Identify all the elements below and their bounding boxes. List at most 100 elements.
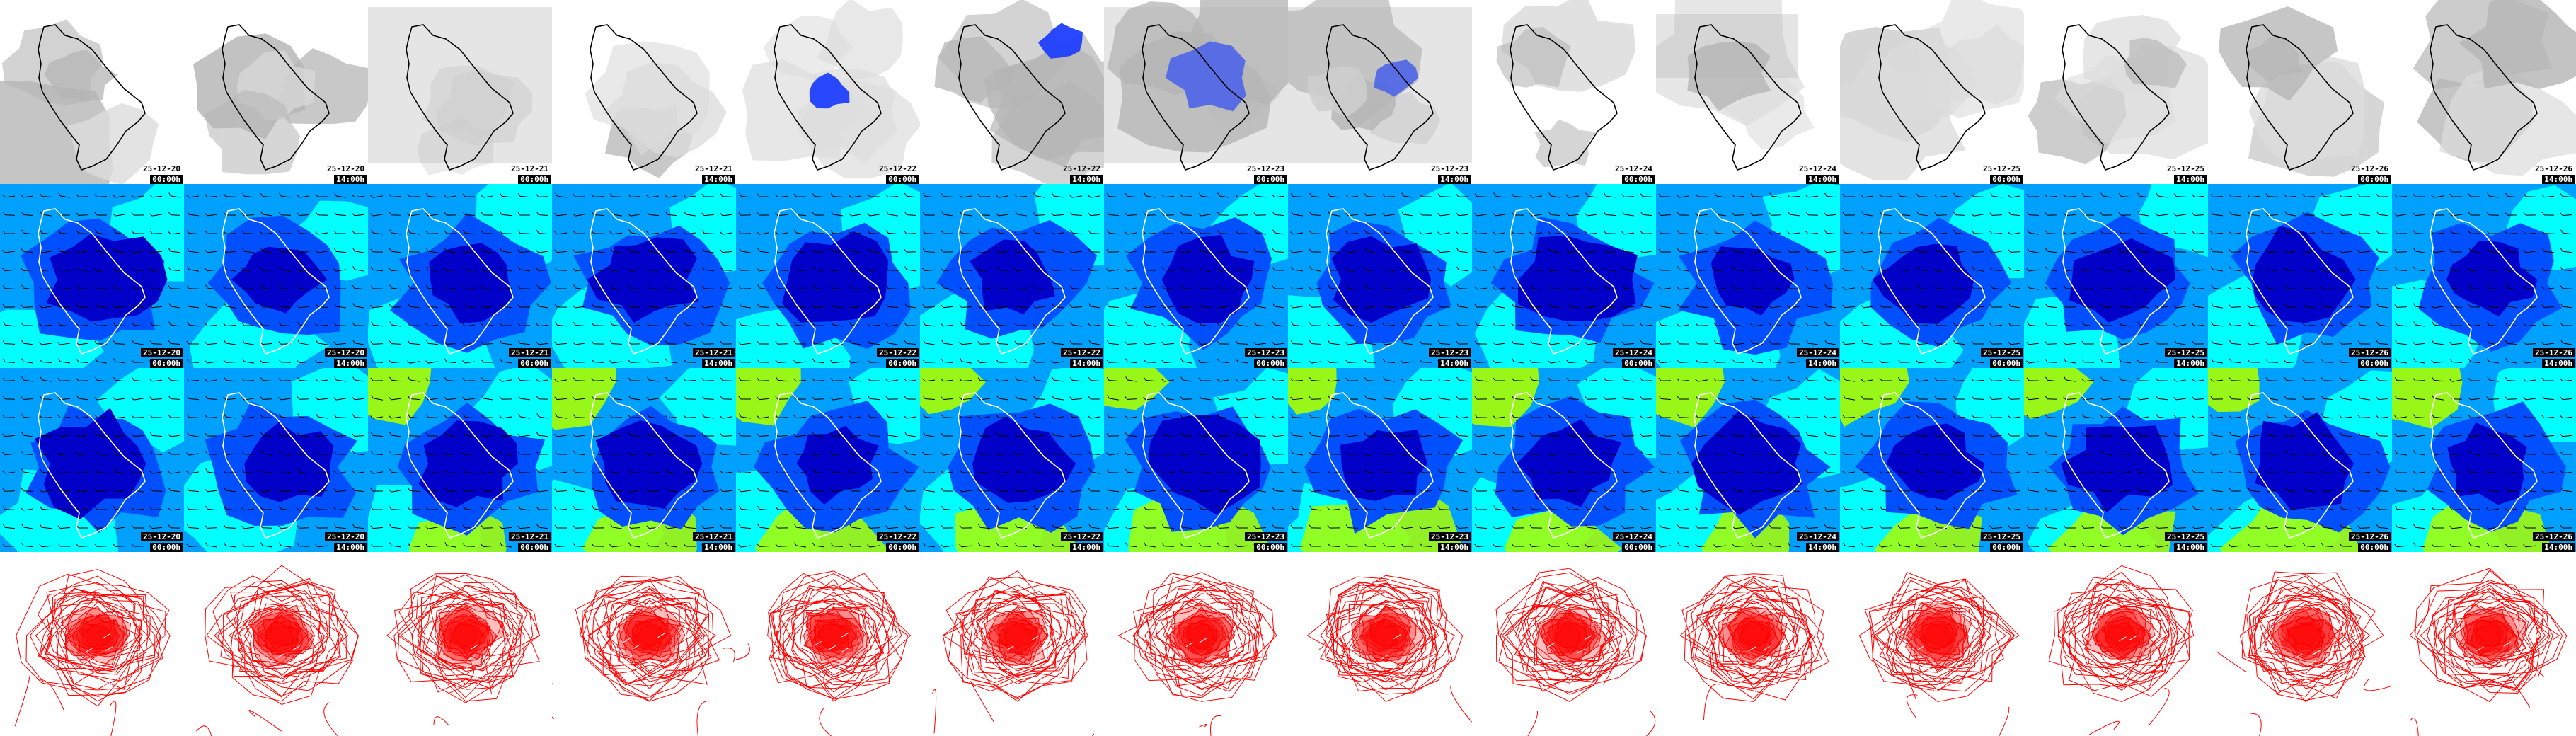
map-cell-wind-a-3: 25-12-21 14:00h (552, 184, 736, 368)
timestamp-date: 25-12-20 (141, 532, 183, 541)
timestamp-date: 25-12-20 (143, 164, 180, 173)
wind-b-map (2208, 368, 2392, 552)
timestamp-hour: 14:00h (702, 175, 735, 184)
timestamp-hour: 14:00h (334, 359, 367, 368)
contours-map (184, 552, 368, 736)
map-cell-contours-9 (1656, 552, 1840, 736)
map-cell-wind-b-1: 25-12-20 14:00h (184, 368, 368, 552)
timestamp-hour: 00:00h (1254, 175, 1287, 184)
timestamp-date: 25-12-21 (509, 532, 551, 541)
map-cell-contours-10 (1840, 552, 2024, 736)
wind-b-map (368, 368, 552, 552)
timestamp-hour: 00:00h (150, 359, 183, 368)
timestamp-date: 25-12-20 (325, 348, 367, 357)
timestamp-hour: 14:00h (2542, 175, 2575, 184)
timestamp-hour: 00:00h (2358, 359, 2391, 368)
map-cell-wind-a-12: 25-12-26 00:00h (2208, 184, 2392, 368)
wind-a-map (736, 184, 920, 368)
timestamp-date: 25-12-21 (693, 348, 735, 357)
precip-map (2392, 0, 2576, 184)
precip-map (368, 0, 552, 184)
timestamp-date: 25-12-23 (1431, 164, 1468, 173)
wind-a-map (184, 184, 368, 368)
map-cell-wind-a-1: 25-12-20 14:00h (184, 184, 368, 368)
map-cell-contours-7 (1288, 552, 1472, 736)
map-cell-precip-7: 25-12-23 14:00h (1288, 0, 1472, 184)
timestamp-date: 25-12-23 (1245, 348, 1287, 357)
contours-map (1288, 552, 1472, 736)
map-cell-precip-10: 25-12-25 00:00h (1840, 0, 2024, 184)
timestamp-hour: 00:00h (518, 175, 551, 184)
wind-a-map (0, 184, 184, 368)
timestamp-date: 25-12-23 (1429, 348, 1471, 357)
map-cell-wind-b-9: 25-12-24 14:00h (1656, 368, 1840, 552)
timestamp-date: 25-12-22 (1063, 164, 1100, 173)
timestamp-date: 25-12-25 (1983, 164, 2020, 173)
wind-b-map (736, 368, 920, 552)
map-cell-wind-a-0: 25-12-20 00:00h (0, 184, 184, 368)
timestamp-hour: 14:00h (2542, 359, 2575, 368)
timestamp-date: 25-12-25 (1981, 532, 2023, 541)
contours-map (736, 552, 920, 736)
timestamp-date: 25-12-25 (1981, 348, 2023, 357)
wind-b-map (1288, 368, 1472, 552)
map-cell-precip-4: 25-12-22 00:00h (736, 0, 920, 184)
map-cell-wind-b-4: 25-12-22 00:00h (736, 368, 920, 552)
precip-map (2024, 0, 2208, 184)
map-cell-contours-0 (0, 552, 184, 736)
wind-b-map (184, 368, 368, 552)
timestamp-date: 25-12-26 (2535, 164, 2572, 173)
wind-a-map (552, 184, 736, 368)
timestamp-hour: 00:00h (886, 359, 919, 368)
map-cell-precip-12: 25-12-26 00:00h (2208, 0, 2392, 184)
timestamp-hour: 14:00h (1806, 175, 1839, 184)
map-cell-wind-b-12: 25-12-26 00:00h (2208, 368, 2392, 552)
map-cell-precip-3: 25-12-21 14:00h (552, 0, 736, 184)
contours-map (1472, 552, 1656, 736)
timestamp-date: 25-12-26 (2349, 532, 2391, 541)
map-cell-wind-a-2: 25-12-21 00:00h (368, 184, 552, 368)
map-cell-contours-3 (552, 552, 736, 736)
map-cell-precip-8: 25-12-24 00:00h (1472, 0, 1656, 184)
map-cell-wind-b-11: 25-12-25 14:00h (2024, 368, 2208, 552)
timestamp-date: 25-12-24 (1613, 532, 1655, 541)
timestamp-hour: 00:00h (886, 175, 919, 184)
contours-map (2208, 552, 2392, 736)
timestamp-hour: 14:00h (2174, 359, 2207, 368)
map-cell-contours-12 (2208, 552, 2392, 736)
wind-a-map (2392, 184, 2576, 368)
wind-b-map (0, 368, 184, 552)
timestamp-hour: 00:00h (2358, 175, 2391, 184)
timestamp-hour: 14:00h (2174, 543, 2207, 552)
timestamp-date: 25-12-22 (877, 348, 919, 357)
wind-b-map (1104, 368, 1288, 552)
map-cell-precip-2: 25-12-21 00:00h (368, 0, 552, 184)
map-cell-contours-2 (368, 552, 552, 736)
contours-map (2392, 552, 2576, 736)
precip-map (920, 0, 1104, 184)
timestamp-date: 25-12-20 (325, 532, 367, 541)
timestamp-hour: 00:00h (1990, 175, 2023, 184)
contours-map (920, 552, 1104, 736)
map-cell-contours-5 (920, 552, 1104, 736)
contours-map (0, 552, 184, 736)
map-cell-wind-b-13: 25-12-26 14:00h (2392, 368, 2576, 552)
timestamp-date: 25-12-24 (1615, 164, 1652, 173)
wind-a-map (2208, 184, 2392, 368)
map-cell-precip-1: 25-12-20 14:00h (184, 0, 368, 184)
timestamp-hour: 00:00h (1254, 543, 1287, 552)
timestamp-hour: 00:00h (1622, 359, 1655, 368)
map-cell-contours-11 (2024, 552, 2208, 736)
timestamp-hour: 00:00h (150, 175, 183, 184)
timestamp-date: 25-12-22 (1061, 348, 1103, 357)
map-cell-wind-b-5: 25-12-22 14:00h (920, 368, 1104, 552)
map-cell-wind-a-10: 25-12-25 00:00h (1840, 184, 2024, 368)
timestamp-date: 25-12-22 (1061, 532, 1103, 541)
precip-map (1472, 0, 1656, 184)
wind-b-map (1656, 368, 1840, 552)
precip-map (1104, 0, 1288, 184)
timestamp-hour: 00:00h (1990, 359, 2023, 368)
timestamp-hour: 14:00h (2174, 175, 2207, 184)
map-cell-precip-9: 25-12-24 14:00h (1656, 0, 1840, 184)
